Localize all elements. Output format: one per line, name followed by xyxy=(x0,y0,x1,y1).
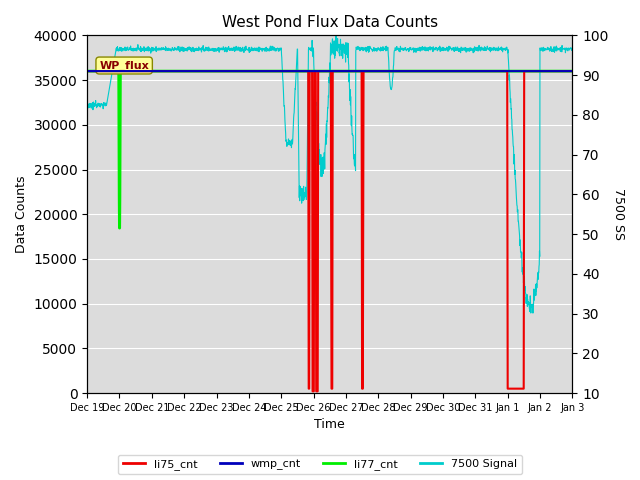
Legend: li75_cnt, wmp_cnt, li77_cnt, 7500 Signal: li75_cnt, wmp_cnt, li77_cnt, 7500 Signal xyxy=(118,455,522,474)
Text: WP_flux: WP_flux xyxy=(99,60,149,71)
X-axis label: Time: Time xyxy=(314,419,345,432)
Y-axis label: 7500 SS: 7500 SS xyxy=(612,188,625,240)
Y-axis label: Data Counts: Data Counts xyxy=(15,176,28,253)
Title: West Pond Flux Data Counts: West Pond Flux Data Counts xyxy=(221,15,438,30)
